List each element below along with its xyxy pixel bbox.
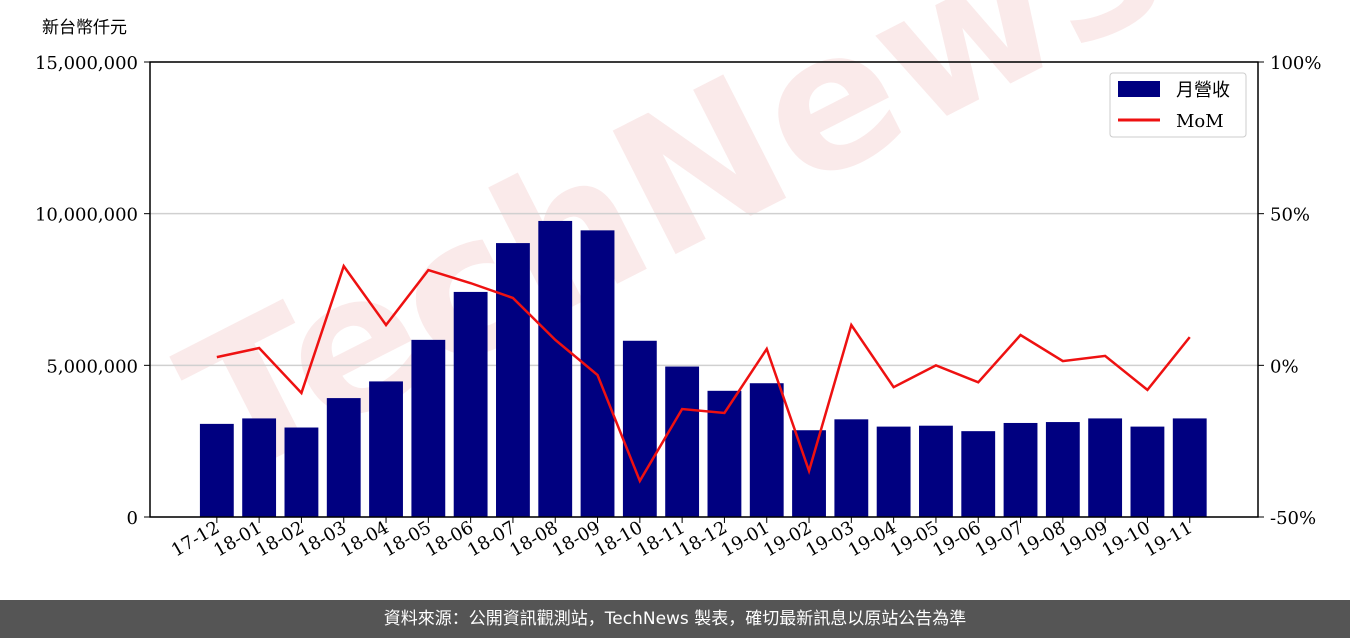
y-axis-label: 新台幣仟元 [42, 18, 127, 38]
y2-tick-label: 0% [1270, 356, 1299, 377]
y-tick-label: 5,000,000 [46, 356, 138, 377]
bar [453, 291, 488, 517]
bar [1130, 426, 1165, 517]
bar [284, 427, 319, 517]
bar [707, 390, 742, 517]
legend-label: MoM [1176, 111, 1224, 132]
legend-swatch [1118, 81, 1160, 97]
y2-tick-label: 50% [1270, 205, 1310, 226]
y-tick-label: 0 [127, 508, 138, 529]
bar [622, 340, 657, 517]
bar [919, 425, 953, 517]
plot-frame [149, 61, 1259, 518]
bar [749, 383, 784, 517]
bar [199, 423, 234, 517]
x-tick-label: 19-11 [1141, 517, 1196, 561]
y-tick-label: 15,000,000 [35, 53, 138, 74]
bar [496, 243, 530, 517]
bar [1088, 418, 1123, 517]
line [216, 263, 1191, 484]
chart: TechNews 新台幣仟元 05,000,00010,000,00015,00… [35, 0, 1322, 561]
legend-label: 月營收 [1176, 80, 1230, 101]
footer: 資料來源：公開資訊觀測站，TechNews 製表，確切最新訊息以原站公告為準 [0, 600, 1350, 638]
y-tick-label: 10,000,000 [35, 205, 138, 226]
bar [961, 431, 996, 517]
bar [1172, 418, 1207, 517]
bar [538, 220, 573, 518]
bar [665, 366, 700, 517]
bar [242, 418, 277, 517]
y2-tick-label: 100% [1270, 53, 1321, 74]
bar [834, 419, 869, 517]
y2-tick-label: -50% [1270, 508, 1316, 529]
bar [1003, 422, 1038, 517]
bar [369, 381, 403, 517]
bar [876, 426, 911, 517]
bar [1045, 422, 1080, 517]
bar [326, 398, 361, 517]
bar [411, 339, 446, 517]
